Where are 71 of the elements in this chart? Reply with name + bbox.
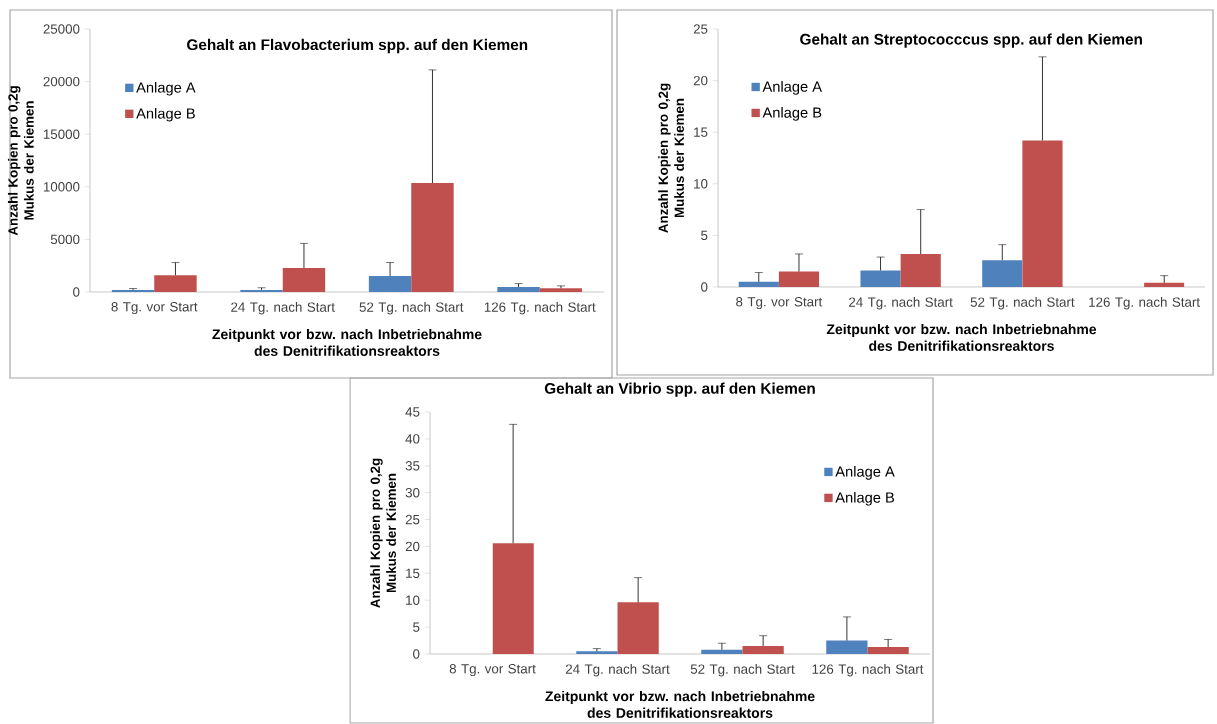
bar	[576, 651, 618, 654]
y-tick-label: 0	[73, 287, 80, 297]
chart-title: Gehalt an Streptococccus spp. auf den Kiemen	[800, 33, 1142, 48]
bar	[738, 281, 779, 287]
y-tick-label: 25000	[43, 24, 80, 34]
x-tick-label: 52 Tg. nach Start	[359, 302, 464, 315]
x-tick-label: 52 Tg. nach Start	[970, 297, 1075, 310]
legend-label: Anlage A	[762, 81, 822, 95]
legend-label: Anlage A	[835, 466, 895, 480]
bar	[368, 275, 412, 292]
text: Gehalt an Flavobacterium spp. auf den Kiemen	[187, 38, 528, 54]
bar	[982, 260, 1023, 287]
y-tick-label: 10	[406, 595, 420, 605]
chart-title: Gehalt an Vibrio spp. auf den Kiemen	[544, 382, 815, 397]
x-tick-label: 24 Tg. nach Start	[849, 297, 953, 310]
x-tick-label: 24 Tg. nach Start	[231, 302, 335, 315]
legend-label: Anlage B	[835, 491, 895, 506]
y-axis-title: Anzahl Kopien pro 0,2g Mukus der Kiemen	[7, 86, 34, 236]
bar	[492, 543, 534, 654]
bar	[617, 602, 659, 654]
bar	[742, 645, 784, 654]
x-tick-label: 126 Tg. nach Start	[484, 302, 596, 315]
x-tick-label: 126 Tg. nach Start	[1089, 297, 1200, 310]
bar	[539, 288, 583, 292]
y-tick-label: 5000	[50, 234, 80, 245]
x-axis-title: Zeitpunkt vor bzw. nach Inbetriebnahme des Denitrifikationsreaktors	[545, 690, 815, 718]
x-tick-label: 52 Tg. nach Start	[690, 664, 795, 677]
bar	[867, 647, 909, 654]
y-tick-label: 30	[405, 487, 420, 498]
y-tick-label: 5	[413, 622, 420, 632]
y-tick-label: 15	[694, 127, 708, 137]
bar	[497, 287, 540, 292]
y-tick-label: 25	[405, 514, 420, 525]
legend-label: Anlage B	[762, 107, 822, 121]
x-tick-label: 8 Tg. vor Start	[736, 297, 823, 310]
y-tick-label: 15000	[43, 129, 80, 139]
bar	[154, 275, 197, 292]
x-tick-label: 8 Tg. vor Start	[449, 664, 536, 677]
legend-label: Anlage A	[136, 81, 196, 96]
x-tick-label: 8 Tg. vor Start	[111, 302, 198, 315]
y-axis-title: Anzahl Kopien pro 0,2g Mukus der Kiemen	[370, 458, 396, 608]
legend-label: Anlage B	[136, 107, 195, 122]
y-tick-label: 20000	[43, 76, 80, 87]
x-tick-label: 126 Tg. nach Start	[812, 664, 924, 677]
bar	[240, 289, 283, 292]
y-tick-label: 0	[701, 282, 708, 292]
y-axis-title: Anzahl Kopien pro 0,2g Mukus der Kiemen	[658, 83, 684, 233]
y-tick-label: 10	[694, 179, 708, 189]
bar	[411, 183, 454, 292]
bar	[860, 270, 901, 287]
y-tick-label: 15	[406, 568, 420, 578]
y-tick-label: 0	[413, 649, 420, 659]
bar	[826, 640, 868, 654]
x-axis-title: Zeitpunkt vor bzw. nach Inbetriebnahme des Denitrifikationsreaktors	[212, 328, 482, 356]
bar	[900, 253, 941, 287]
bar	[282, 267, 326, 292]
bar	[701, 649, 743, 654]
bar	[111, 289, 155, 292]
y-tick-label: 20	[693, 75, 708, 86]
x-tick-label: 24 Tg. nach Start	[565, 664, 670, 677]
y-tick-label: 20	[405, 541, 420, 552]
y-tick-label: 25	[693, 24, 708, 34]
bar	[1144, 282, 1185, 287]
y-tick-label: 35	[405, 461, 420, 471]
x-axis-title: Zeitpunkt vor bzw. nach Inbetriebnahme des Denitrifikationsreaktors	[826, 323, 1097, 351]
y-tick-label: 40	[405, 434, 420, 444]
y-tick-label: 10000	[43, 182, 80, 192]
bar	[778, 271, 820, 287]
bar	[1022, 140, 1063, 287]
y-tick-label: 45	[405, 407, 420, 417]
y-tick-label: 5	[701, 230, 708, 241]
